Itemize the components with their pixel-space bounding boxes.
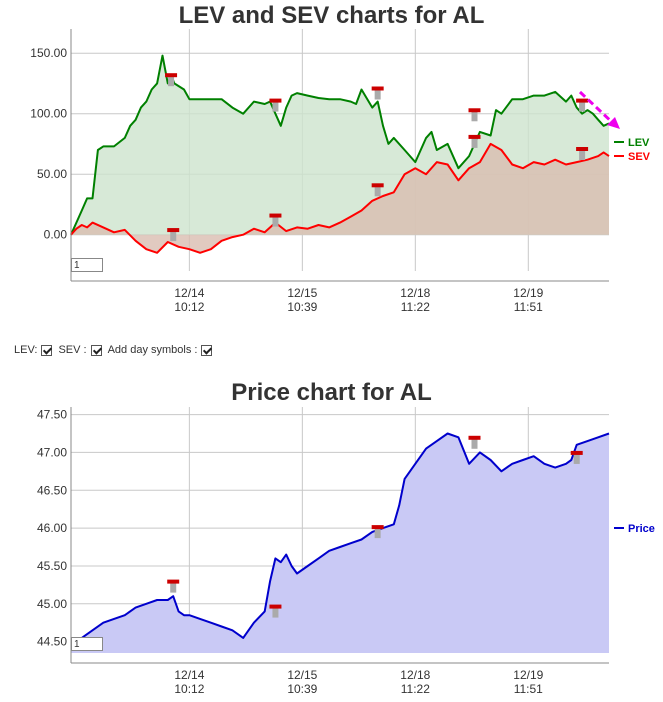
- day-symbol-cap: [371, 525, 384, 530]
- y-tick-label: 100.00: [30, 107, 67, 121]
- series-line-lev: [70, 54, 610, 236]
- day-symbol: [269, 213, 282, 227]
- day-symbol-stem: [471, 111, 478, 122]
- x-tick-label: 12/19: [513, 286, 543, 300]
- area-sev: [71, 143, 609, 253]
- day-symbol-stem: [579, 101, 586, 112]
- series-line-price: [70, 432, 610, 643]
- day-symbol-stem: [471, 438, 478, 449]
- y-tick-label: 47.50: [37, 408, 67, 422]
- x-tick-label: 10:39: [287, 682, 317, 696]
- x-tick-label: 11:51: [514, 300, 543, 314]
- day-symbol-stem: [374, 186, 381, 197]
- day-symbol-cap: [165, 73, 178, 78]
- zoom-input-lev-sev[interactable]: 1: [71, 258, 103, 272]
- day-symbol: [468, 134, 481, 148]
- y-tick-label: 47.00: [37, 445, 67, 459]
- day-symbol-stem: [471, 137, 478, 148]
- day-symbol-cap: [468, 435, 481, 440]
- day-symbol-stem: [573, 453, 580, 464]
- day-symbol-stem: [170, 582, 177, 593]
- day-symbol: [576, 147, 589, 160]
- x-tick-label: 11:51: [514, 682, 543, 696]
- chart-controls: LEV: SEV : Add day symbols :: [14, 344, 216, 356]
- sev-toggle-label: SEV :: [58, 344, 87, 356]
- y-tick-label: 45.00: [37, 597, 67, 611]
- day-symbol-cap: [167, 579, 180, 584]
- day-symbol-cap: [371, 183, 384, 188]
- day-symbol-cap: [371, 86, 384, 91]
- x-tick-label: 12/19: [513, 668, 543, 682]
- y-tick-label: 46.00: [37, 521, 67, 535]
- legend-label-sev: SEV: [628, 151, 651, 163]
- day-symbol-cap: [468, 134, 481, 139]
- day-symbol-cap: [576, 147, 589, 151]
- trend-arrow-head: [607, 117, 620, 129]
- y-tick-label: 44.50: [37, 635, 67, 649]
- day-symbol: [371, 183, 384, 197]
- day-symbol-stem: [374, 528, 381, 539]
- day-symbol-stem: [272, 216, 279, 227]
- sev-checkbox[interactable]: [90, 344, 102, 356]
- day-symbol: [167, 579, 180, 593]
- lev-sev-chart-title: LEV and SEV charts for AL: [178, 2, 485, 29]
- y-tick-label: 50.00: [37, 167, 67, 181]
- x-tick-label: 12/14: [174, 668, 204, 682]
- day-symbol-cap: [576, 98, 589, 103]
- y-tick-label: 45.50: [37, 559, 67, 573]
- day-symbol: [468, 108, 481, 122]
- day-symbol-stem: [168, 76, 175, 87]
- day-symbol: [570, 450, 583, 464]
- day-symbol-stem: [170, 231, 177, 242]
- legend-label-price: Price: [628, 523, 655, 535]
- lev-toggle-label: LEV:: [14, 344, 38, 356]
- day-symbol-cap: [468, 108, 481, 113]
- series-line-sev: [70, 142, 610, 254]
- day-symbol-cap: [167, 228, 180, 233]
- trend-arrow-line: [578, 90, 616, 126]
- day-symbol-stem: [272, 101, 279, 112]
- x-tick-label: 11:22: [401, 682, 430, 696]
- x-tick-label: 12/15: [287, 668, 317, 682]
- day-symbol-stem: [272, 607, 279, 618]
- day-symbol: [167, 228, 180, 242]
- zoom-input-price[interactable]: 1: [71, 637, 103, 651]
- day-symbol: [371, 525, 384, 539]
- day-symbol: [371, 86, 384, 100]
- day-symbol: [269, 98, 282, 112]
- day-symbol: [269, 604, 282, 618]
- day-symbol-cap: [269, 213, 282, 218]
- day-symbols-checkbox[interactable]: [201, 344, 213, 356]
- x-tick-label: 10:39: [287, 300, 317, 314]
- x-tick-label: 12/14: [174, 286, 204, 300]
- x-tick-label: 11:22: [401, 300, 430, 314]
- x-tick-label: 10:12: [174, 682, 204, 696]
- x-tick-label: 12/18: [400, 668, 430, 682]
- day-symbol-cap: [269, 604, 282, 609]
- area-price: [71, 433, 609, 653]
- day-symbol-stem: [579, 150, 586, 160]
- y-tick-label: 46.50: [37, 483, 67, 497]
- day-symbol-stem: [374, 89, 381, 100]
- y-tick-label: 0.00: [44, 228, 68, 242]
- day-symbol-cap: [570, 450, 583, 455]
- legend-label-lev: LEV: [628, 137, 650, 149]
- lev-checkbox[interactable]: [41, 344, 53, 356]
- price-chart-title: Price chart for AL: [231, 379, 432, 406]
- x-tick-label: 12/15: [287, 286, 317, 300]
- day-symbol: [165, 73, 178, 87]
- day-symbols-label: Add day symbols :: [107, 344, 198, 356]
- x-tick-label: 10:12: [174, 300, 204, 314]
- y-tick-label: 150.00: [30, 46, 67, 60]
- x-tick-label: 12/18: [400, 286, 430, 300]
- day-symbol-cap: [269, 98, 282, 103]
- day-symbol: [468, 435, 481, 449]
- day-symbol: [576, 98, 589, 112]
